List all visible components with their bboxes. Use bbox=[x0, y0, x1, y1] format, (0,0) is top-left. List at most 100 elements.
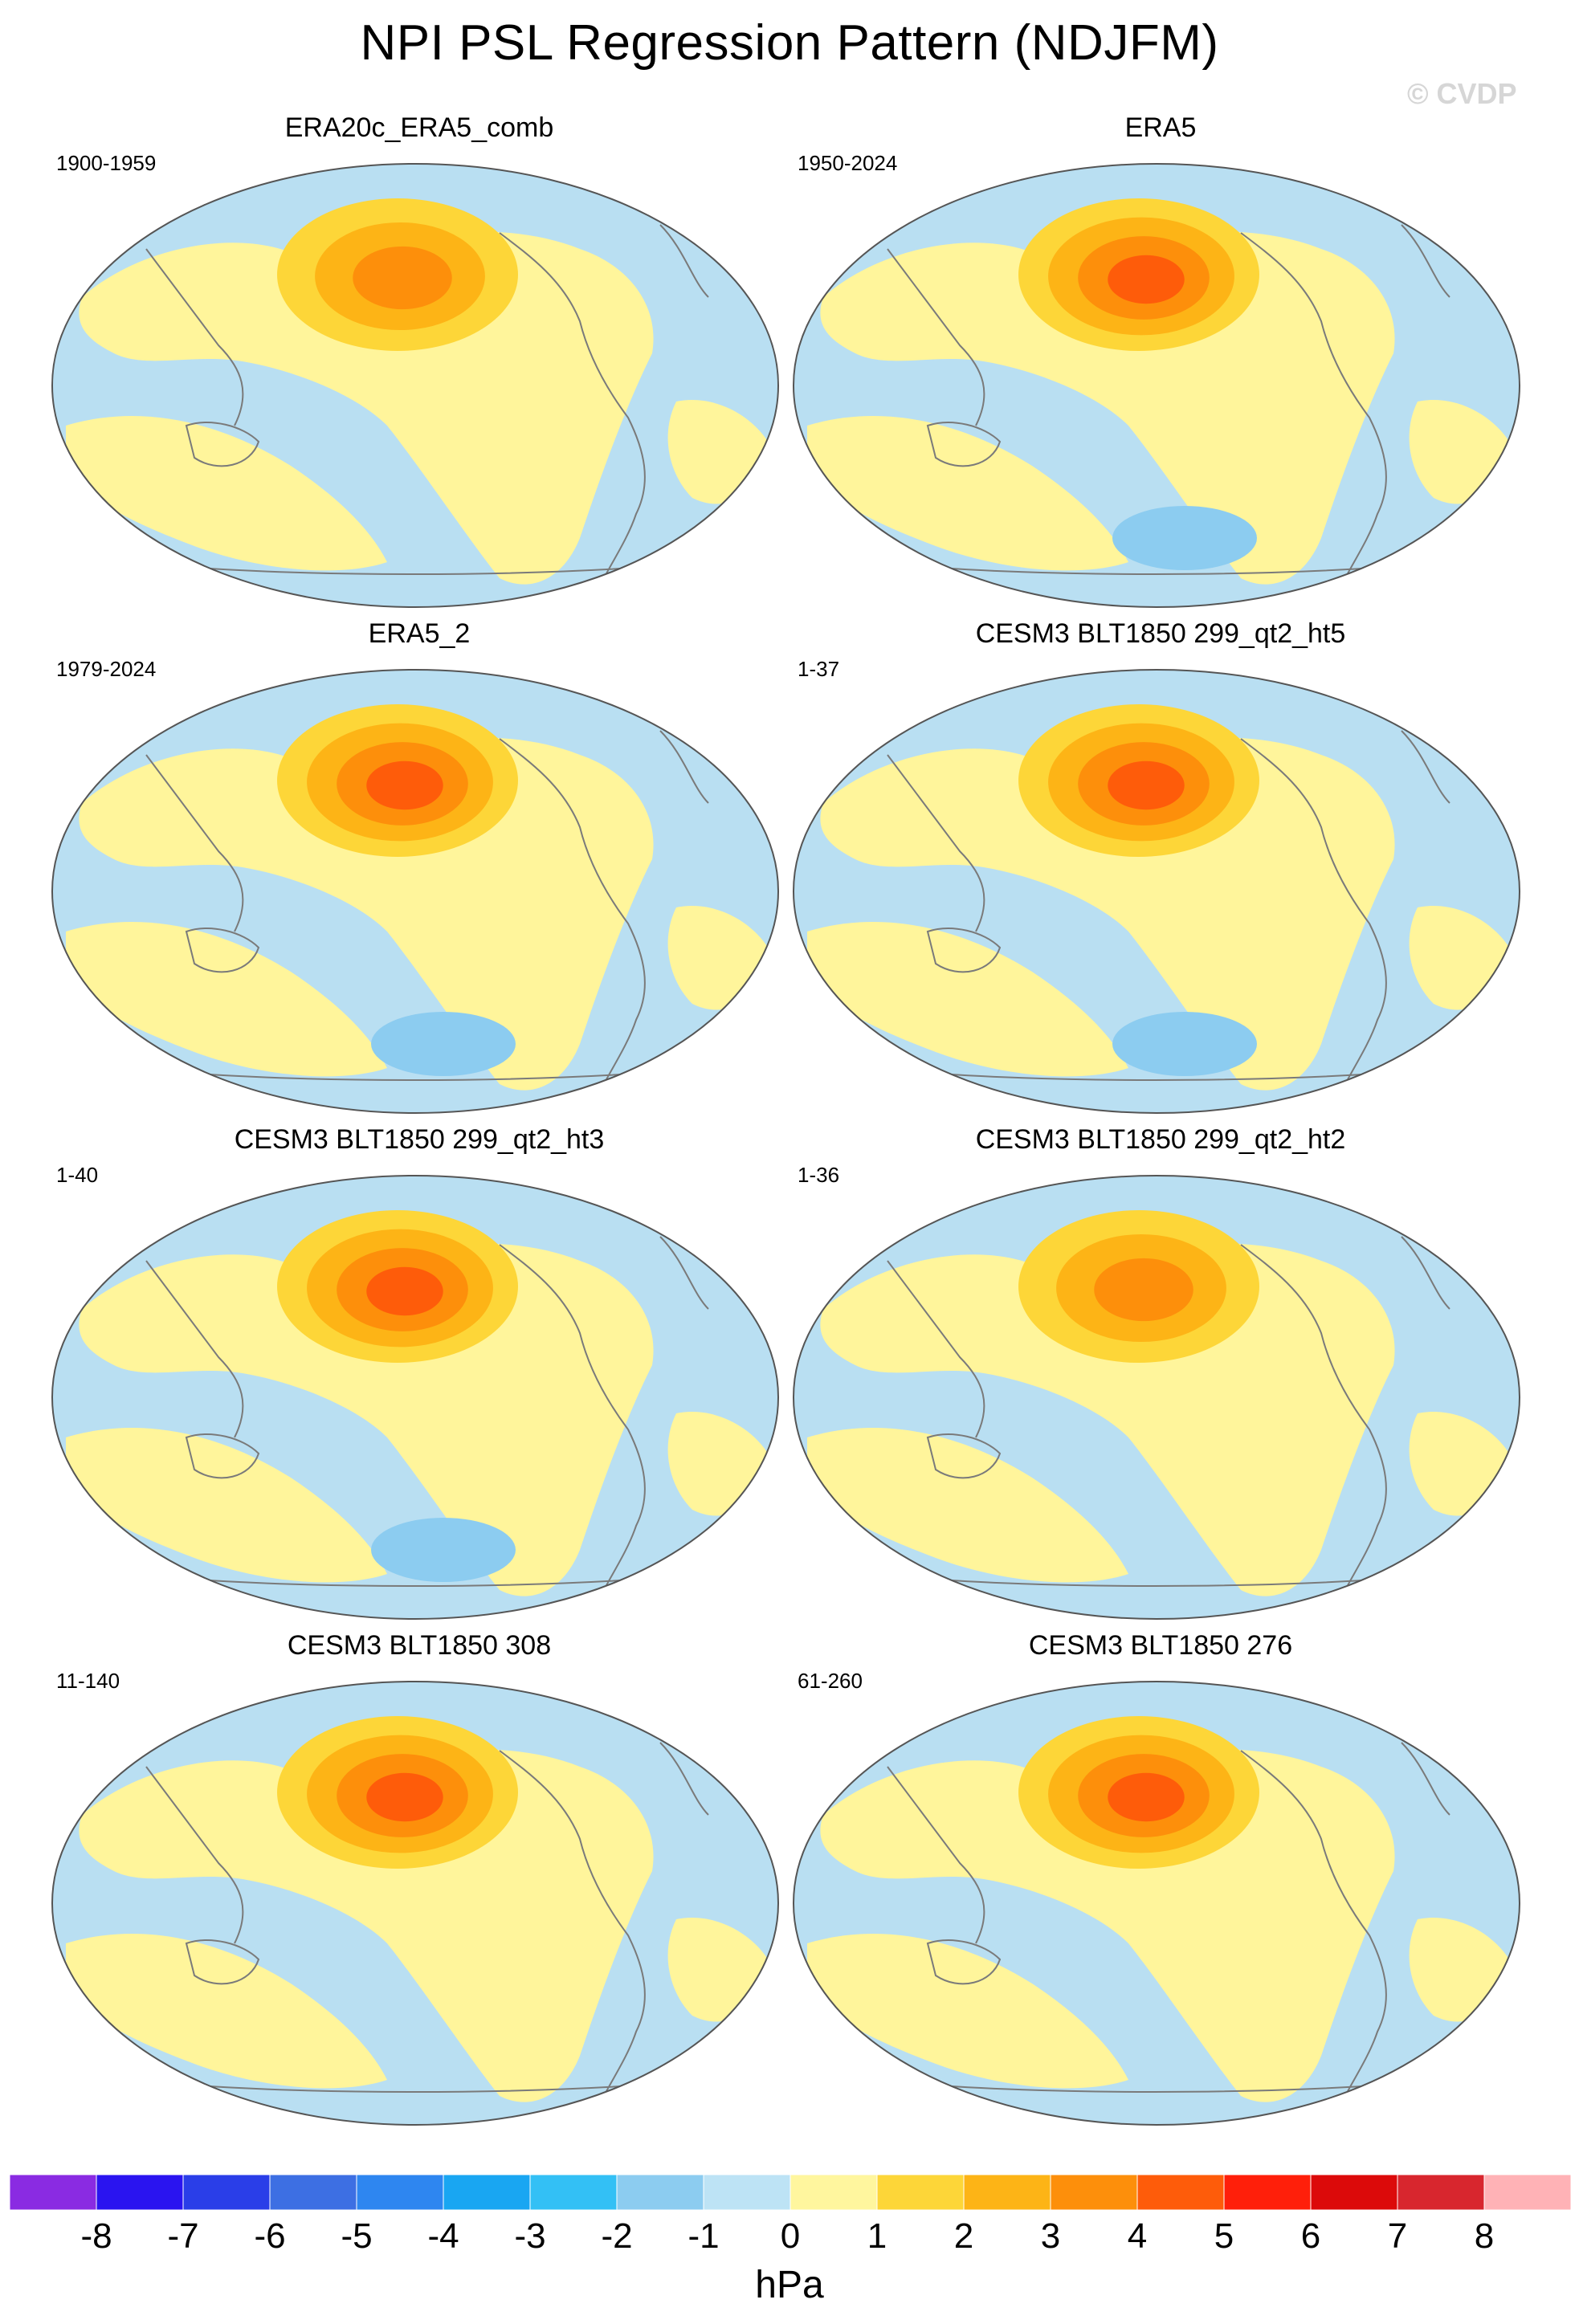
map-panel: ERA20c_ERA5_comb 1900-1959 bbox=[50, 112, 789, 626]
positive-field-pacific bbox=[820, 1243, 1395, 1596]
positive-field-pacific bbox=[820, 1749, 1395, 2102]
colorbar-tick-label: 6 bbox=[1300, 2216, 1321, 2256]
map-frame bbox=[793, 1681, 1520, 2126]
colorbar-box bbox=[1397, 2175, 1485, 2211]
coastline-greenland bbox=[1401, 730, 1450, 804]
coastline-australia bbox=[926, 422, 1002, 467]
regression-map bbox=[51, 1681, 779, 2126]
coastline-australia bbox=[926, 928, 1002, 973]
coastline-asia bbox=[887, 248, 985, 426]
coastline-asia bbox=[887, 754, 985, 932]
colorbar-box bbox=[356, 2175, 444, 2211]
map-panel: CESM3 BLT1850 276 61-260 bbox=[791, 1630, 1530, 2144]
colorbar-box bbox=[10, 2175, 97, 2211]
regression-map bbox=[793, 163, 1520, 608]
colorbar-box bbox=[703, 2175, 791, 2211]
colorbar bbox=[10, 2175, 1571, 2211]
colorbar-box bbox=[1483, 2175, 1571, 2211]
positive-field-southern bbox=[66, 1428, 387, 1583]
colorbar-tick-label: 4 bbox=[1127, 2216, 1148, 2256]
panel-years: 1-36 bbox=[798, 1163, 840, 1187]
map-frame bbox=[51, 1175, 779, 1620]
positive-field-southern bbox=[807, 1934, 1128, 2089]
coastline-americas bbox=[1240, 738, 1387, 1085]
colorbar-tick-label: 5 bbox=[1214, 2216, 1234, 2256]
positive-field-southern bbox=[807, 416, 1128, 571]
colorbar-box bbox=[529, 2175, 618, 2211]
colorbar-box bbox=[1050, 2175, 1138, 2211]
colorbar-box bbox=[1310, 2175, 1398, 2211]
coastline-americas bbox=[499, 738, 646, 1085]
map-frame bbox=[793, 1175, 1520, 1620]
positive-field-pacific bbox=[820, 737, 1395, 1091]
coastline-asia bbox=[145, 1766, 244, 1944]
coastline-americas bbox=[1240, 232, 1387, 579]
coastline-greenland bbox=[659, 730, 709, 804]
coastline-americas bbox=[499, 232, 646, 579]
colorbar-tick-label: 1 bbox=[867, 2216, 887, 2256]
map-panel: CESM3 BLT1850 299_qt2_ht5 1-37 bbox=[791, 618, 1530, 1132]
coastline-australia bbox=[185, 1939, 260, 1985]
panel-title: CESM3 BLT1850 308 bbox=[287, 1630, 552, 1661]
coastline-asia bbox=[145, 1260, 244, 1438]
colorbar-tick-label: -1 bbox=[687, 2216, 720, 2256]
high-pressure-contour bbox=[1094, 1258, 1193, 1322]
coastline-australia bbox=[185, 928, 260, 973]
panel-years: 1-37 bbox=[798, 657, 840, 681]
regression-map bbox=[51, 163, 779, 608]
colorbar-box bbox=[182, 2175, 271, 2211]
coastline-americas bbox=[1240, 1244, 1387, 1591]
coastline-australia bbox=[185, 422, 260, 467]
high-pressure-contour bbox=[366, 760, 443, 810]
positive-field-pacific bbox=[79, 1749, 654, 2102]
map-frame bbox=[51, 1681, 779, 2126]
colorbar-box bbox=[616, 2175, 704, 2211]
colorbar-box bbox=[269, 2175, 357, 2211]
colorbar-tick-label: 8 bbox=[1474, 2216, 1495, 2256]
map-frame bbox=[793, 669, 1520, 1114]
colorbar-tick-label: 0 bbox=[780, 2216, 801, 2256]
coastline-americas bbox=[499, 1244, 646, 1591]
colorbar-tick-label: -4 bbox=[427, 2216, 459, 2256]
colorbar-tick-label: -3 bbox=[514, 2216, 546, 2256]
coastline-australia bbox=[926, 1433, 1002, 1479]
regression-map bbox=[51, 1175, 779, 1620]
coastline-greenland bbox=[1401, 1236, 1450, 1310]
positive-field-southern bbox=[66, 922, 387, 1077]
positive-field-pacific bbox=[79, 1243, 654, 1596]
map-panel: CESM3 BLT1850 308 11-140 bbox=[50, 1630, 789, 2144]
positive-field-southern bbox=[807, 922, 1128, 1077]
panel-years: 1900-1959 bbox=[56, 151, 157, 175]
high-pressure-contour bbox=[353, 246, 452, 310]
regression-map bbox=[793, 669, 1520, 1114]
colorbar-box bbox=[876, 2175, 965, 2211]
colorbar-unit: hPa bbox=[755, 2264, 824, 2306]
colorbar-box bbox=[963, 2175, 1051, 2211]
colorbar-tick-label: -8 bbox=[80, 2216, 112, 2256]
map-frame bbox=[793, 163, 1520, 608]
map-panel: ERA5 1950-2024 bbox=[791, 112, 1530, 626]
panel-years: 1-40 bbox=[56, 1163, 99, 1187]
panel-years: 11-140 bbox=[56, 1669, 120, 1693]
colorbar-tick-label: -2 bbox=[601, 2216, 633, 2256]
southern-low-contour bbox=[371, 1518, 516, 1582]
panel-years: 1979-2024 bbox=[56, 657, 157, 681]
colorbar-box bbox=[96, 2175, 184, 2211]
map-panel: CESM3 BLT1850 299_qt2_ht2 1-36 bbox=[791, 1124, 1530, 1638]
page-title: NPI PSL Regression Pattern (NDJFM) bbox=[360, 15, 1219, 71]
positive-field-southern bbox=[807, 1428, 1128, 1583]
high-pressure-contour bbox=[1108, 1772, 1185, 1822]
southern-low-contour bbox=[371, 1012, 516, 1076]
coastline-asia bbox=[887, 1260, 985, 1438]
colorbar-box bbox=[1223, 2175, 1312, 2211]
map-panel: ERA5_2 1979-2024 bbox=[50, 618, 789, 1132]
panel-title: ERA20c_ERA5_comb bbox=[284, 112, 554, 143]
high-pressure-contour bbox=[1108, 760, 1185, 810]
colorbar-tick-label: -5 bbox=[341, 2216, 373, 2256]
colorbar-tick-label: 3 bbox=[1040, 2216, 1061, 2256]
panel-title: CESM3 BLT1850 299_qt2_ht2 bbox=[975, 1124, 1346, 1155]
high-pressure-contour bbox=[1108, 255, 1185, 304]
colorbar-tick-label: 7 bbox=[1387, 2216, 1408, 2256]
map-frame bbox=[51, 669, 779, 1114]
panel-title: CESM3 BLT1850 299_qt2_ht3 bbox=[234, 1124, 605, 1155]
